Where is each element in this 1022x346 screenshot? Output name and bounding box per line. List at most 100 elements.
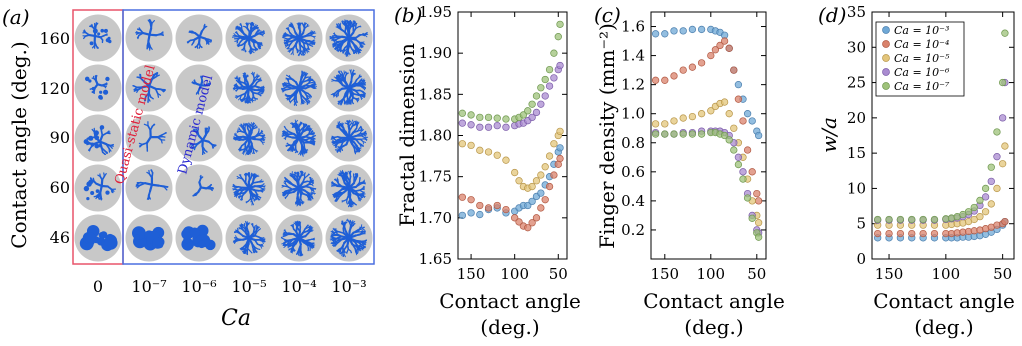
data-point [919, 229, 927, 238]
legend-entry: Ca = 10⁻³ [894, 24, 949, 37]
data-point [697, 25, 706, 34]
data-point [467, 111, 475, 119]
pattern-cell-r4-c3 [225, 214, 273, 262]
data-point [537, 189, 545, 197]
data-point [976, 196, 984, 205]
panel-d-xlabel: Contact angle [873, 289, 1015, 313]
pattern-cell-r4-c0 [74, 214, 122, 262]
data-point [476, 146, 484, 154]
data-point [930, 229, 939, 238]
panel-a-xlabel: Ca [221, 306, 251, 331]
data-point [541, 196, 549, 204]
legend: Ca = 10⁻³Ca = 10⁻⁴Ca = 10⁻⁵Ca = 10⁻⁶Ca =… [875, 21, 965, 97]
data-point [550, 49, 558, 57]
panel-b-ylabel: Fractal dimension [395, 43, 419, 227]
data-point [458, 140, 467, 148]
panel-d-xlabel-unit: (deg.) [914, 315, 973, 339]
data-point [688, 25, 697, 34]
data-point [748, 214, 756, 222]
col-label-1e-5: 10⁻⁵ [231, 277, 266, 296]
panel-a-row-labels: 160 120 90 60 46 [39, 29, 70, 247]
invasion-pattern [135, 18, 164, 51]
data-point [908, 215, 916, 224]
data-point [743, 110, 752, 118]
panel-c-xlabel-unit: (deg.) [684, 315, 743, 339]
pattern-cell-r3-c1 [125, 164, 173, 212]
invasion-pattern [84, 74, 110, 100]
pattern-cell-r1-c0 [74, 64, 122, 112]
plot-frame [650, 11, 767, 260]
data-point [476, 210, 484, 219]
pattern-cell-r3-c2 [175, 164, 223, 212]
pattern-cell-r3-c5 [325, 164, 373, 212]
data-point [532, 214, 541, 222]
data-point [550, 74, 558, 82]
invasion-pattern [232, 220, 266, 256]
data-point [528, 219, 536, 227]
y-tick-label: 0.2 [621, 221, 645, 239]
data-point [541, 92, 549, 100]
data-point [739, 175, 747, 183]
data-point [537, 204, 545, 212]
pattern-cell-r1-c4 [275, 64, 323, 112]
pattern-cell-r3-c4 [275, 164, 323, 212]
data-point [458, 109, 467, 117]
data-point [730, 146, 738, 154]
data-point [532, 108, 541, 117]
data-point [493, 201, 501, 210]
data-point [651, 76, 660, 84]
invasion-pattern [232, 172, 266, 206]
data-point [987, 200, 995, 208]
data-point [739, 117, 747, 125]
data-point [730, 124, 738, 132]
data-point [502, 115, 510, 123]
data-point [734, 160, 743, 169]
invasion-pattern [83, 172, 117, 201]
data-point [711, 46, 720, 54]
data-point [743, 146, 752, 154]
pattern-cell-r0-c1 [125, 14, 173, 62]
data-point [970, 215, 978, 224]
disc [175, 114, 223, 162]
pattern-cell-r0-c4 [275, 14, 323, 62]
data-point [484, 148, 493, 156]
y-tick-label: 1.0 [621, 105, 645, 123]
data-point [515, 177, 523, 185]
pattern-cell-r1-c3 [225, 64, 273, 112]
legend-box [875, 21, 965, 97]
data-point [688, 63, 697, 71]
data-point [908, 229, 916, 238]
data-point [528, 197, 536, 206]
legend-entry: Ca = 10⁻⁷ [894, 80, 950, 93]
data-point [970, 203, 978, 212]
pattern-cell-r3-c3 [225, 164, 273, 212]
data-point [993, 128, 1001, 136]
data-point [874, 229, 882, 238]
data-point [987, 177, 995, 186]
data-point [981, 208, 990, 216]
data-point [748, 168, 756, 176]
disc [175, 164, 223, 212]
data-point [651, 120, 660, 128]
data-point [919, 215, 927, 224]
data-point [670, 130, 678, 138]
data-point [981, 184, 990, 193]
x-tick-label: 50 [993, 265, 1012, 283]
disc [74, 164, 122, 212]
series-1 [651, 37, 763, 205]
data-point [896, 229, 905, 238]
data-point [467, 196, 475, 204]
invasion-pattern [280, 220, 316, 257]
invasion-pattern [82, 22, 112, 49]
y-tick-label: 15 [847, 144, 866, 162]
y-tick-label: 10 [847, 179, 866, 197]
pattern-cell-r0-c3 [225, 14, 273, 62]
invasion-pattern [138, 121, 167, 152]
data-point [987, 163, 995, 171]
row-label-120: 120 [39, 79, 70, 98]
data-point [556, 144, 564, 152]
data-point [537, 171, 545, 179]
panel-a-column-labels: 0 10⁻⁷ 10⁻⁶ 10⁻⁵ 10⁻⁴ 10⁻³ [93, 277, 367, 296]
y-tick-label: 20 [847, 109, 866, 127]
